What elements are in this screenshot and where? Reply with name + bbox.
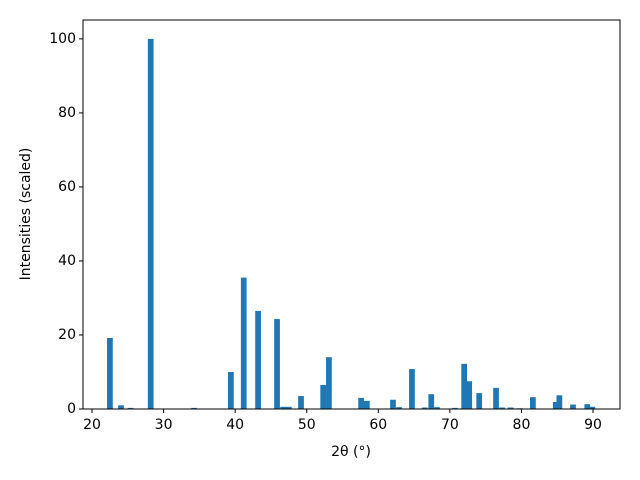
bar bbox=[556, 395, 563, 409]
bar bbox=[255, 310, 261, 409]
bar bbox=[421, 407, 428, 409]
bar bbox=[584, 404, 591, 409]
bar bbox=[499, 407, 505, 409]
bar bbox=[507, 407, 514, 409]
bar bbox=[147, 38, 154, 409]
bar bbox=[428, 394, 435, 409]
y-tick-label: 60 bbox=[58, 179, 76, 195]
bar bbox=[240, 277, 247, 409]
bar bbox=[476, 393, 483, 409]
bar bbox=[390, 399, 396, 409]
y-tick-label: 80 bbox=[58, 105, 76, 121]
bar bbox=[552, 401, 559, 409]
x-tick-label: 50 bbox=[298, 417, 316, 433]
bar bbox=[228, 371, 234, 409]
bar bbox=[127, 407, 134, 409]
bar bbox=[320, 384, 327, 409]
bar bbox=[396, 407, 402, 409]
y-tick-label: 0 bbox=[67, 401, 76, 417]
x-tick-label: 20 bbox=[83, 417, 101, 433]
bar bbox=[530, 397, 536, 409]
x-tick-label: 60 bbox=[369, 417, 387, 433]
bar bbox=[280, 406, 286, 409]
bar bbox=[285, 406, 292, 409]
bar bbox=[452, 407, 458, 409]
bar bbox=[363, 400, 370, 409]
bar bbox=[191, 407, 197, 409]
x-tick-label: 70 bbox=[441, 417, 459, 433]
bar bbox=[466, 381, 473, 409]
x-axis-label: 2θ (°) bbox=[331, 444, 371, 460]
y-tick-label: 40 bbox=[58, 253, 76, 269]
x-tick-label: 40 bbox=[226, 417, 244, 433]
x-tick-label: 80 bbox=[513, 417, 531, 433]
bar bbox=[589, 406, 596, 409]
bar bbox=[326, 357, 332, 409]
bar bbox=[493, 387, 499, 409]
bar bbox=[107, 337, 113, 409]
bar bbox=[358, 397, 364, 409]
bar bbox=[274, 319, 280, 409]
bar bbox=[461, 363, 468, 409]
x-tick-label: 90 bbox=[584, 417, 602, 433]
y-tick-label: 20 bbox=[58, 327, 76, 343]
x-tick-label: 30 bbox=[155, 417, 173, 433]
bar bbox=[409, 369, 415, 409]
bar bbox=[118, 405, 124, 409]
bar bbox=[434, 407, 440, 409]
bar bbox=[298, 396, 304, 409]
plot-frame bbox=[82, 19, 621, 410]
bar bbox=[570, 404, 576, 409]
y-tick-label: 100 bbox=[49, 31, 76, 47]
y-axis-label: Intensities (scaled) bbox=[18, 148, 34, 281]
